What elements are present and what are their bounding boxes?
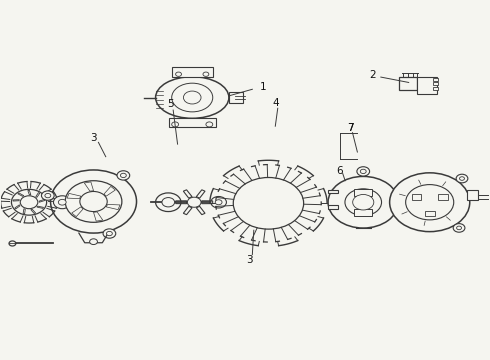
Circle shape [183, 91, 201, 104]
Text: 5: 5 [168, 99, 174, 109]
Bar [354, 189, 372, 196]
Circle shape [50, 170, 137, 233]
Circle shape [117, 171, 130, 180]
Circle shape [457, 226, 462, 230]
Circle shape [156, 193, 181, 212]
Text: 4: 4 [272, 98, 279, 108]
Circle shape [453, 224, 465, 232]
Circle shape [456, 174, 468, 183]
Bar [172, 67, 213, 77]
Circle shape [406, 185, 454, 220]
Circle shape [328, 176, 398, 228]
Circle shape [187, 197, 201, 207]
Bar [354, 209, 372, 216]
Circle shape [353, 194, 374, 210]
Text: 3: 3 [90, 133, 97, 143]
Circle shape [345, 189, 382, 216]
Circle shape [206, 122, 213, 127]
Circle shape [45, 193, 51, 198]
Circle shape [106, 231, 112, 236]
Bar [169, 118, 216, 127]
Circle shape [357, 167, 369, 176]
Text: 1: 1 [260, 82, 267, 93]
Ellipse shape [172, 83, 213, 112]
Bar [438, 194, 448, 199]
Bar [328, 190, 338, 193]
Circle shape [9, 241, 16, 246]
Circle shape [103, 229, 116, 238]
Circle shape [53, 196, 71, 209]
Circle shape [121, 173, 126, 177]
Bar [425, 211, 435, 216]
Circle shape [65, 181, 122, 222]
Text: 7: 7 [347, 123, 353, 133]
Ellipse shape [156, 77, 229, 118]
Circle shape [211, 197, 226, 208]
Bar [433, 82, 438, 85]
Circle shape [360, 169, 366, 174]
Bar [433, 78, 438, 81]
Circle shape [390, 173, 470, 231]
Circle shape [172, 122, 178, 127]
Circle shape [162, 198, 174, 207]
Text: 6: 6 [336, 166, 343, 176]
Text: 7: 7 [347, 123, 353, 133]
Bar [412, 194, 421, 199]
Circle shape [80, 192, 107, 212]
Circle shape [215, 200, 222, 205]
Circle shape [90, 239, 98, 244]
Bar [328, 205, 338, 209]
Bar [399, 77, 417, 90]
Text: 3: 3 [246, 255, 253, 265]
Bar [417, 77, 437, 94]
Bar [229, 92, 243, 103]
Circle shape [203, 72, 209, 76]
Circle shape [42, 191, 54, 200]
Circle shape [175, 72, 181, 76]
Bar [433, 87, 438, 90]
Circle shape [460, 177, 465, 180]
Circle shape [11, 189, 47, 215]
Text: 2: 2 [369, 70, 376, 80]
Circle shape [58, 199, 66, 205]
Circle shape [233, 177, 304, 229]
Circle shape [20, 196, 38, 209]
Bar [467, 190, 478, 201]
